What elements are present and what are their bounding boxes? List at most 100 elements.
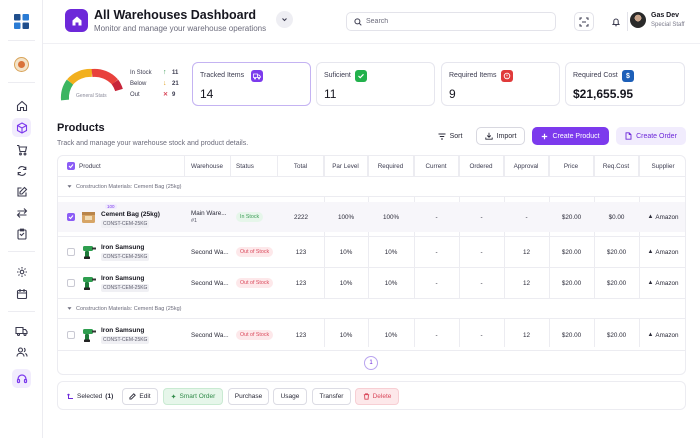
products-subtitle: Track and manage your warehouse stock an… <box>57 140 249 147</box>
truck-icon <box>15 325 28 337</box>
sidebar <box>0 0 43 438</box>
status-badge: Out of Stock <box>236 278 274 288</box>
stat-card-sufficient[interactable]: Suficient 11 <box>316 62 435 106</box>
column-divider <box>324 156 325 347</box>
sidebar-item-support[interactable] <box>12 369 31 388</box>
delete-button[interactable]: Delete <box>355 388 399 405</box>
warehouse-name: Second Wa... <box>191 248 229 256</box>
column-divider <box>504 156 505 347</box>
column-header-required[interactable]: Required <box>368 156 414 176</box>
row-divider <box>58 350 685 351</box>
par-level-cell: 100% <box>337 213 355 221</box>
table-row[interactable]: 100 Cement Bag (25kg) CONST-CEM-25KG Mai… <box>58 202 685 232</box>
search-input[interactable] <box>366 18 546 25</box>
smart-order-button[interactable]: ✦ Smart Order <box>163 388 223 405</box>
column-header-approval[interactable]: Approval <box>504 156 549 176</box>
edit-label: Edit <box>139 393 151 400</box>
stat-card-required-cost[interactable]: Required Cost $ $21,655.95 <box>565 62 685 106</box>
scan-button[interactable] <box>574 12 594 31</box>
table-row[interactable]: Iron Samsung CONST-CEM-25KG Second Wa...… <box>58 268 685 298</box>
row-divider <box>58 298 685 299</box>
row-checkbox[interactable] <box>67 331 75 339</box>
home-icon <box>16 100 28 112</box>
sidebar-item-products[interactable] <box>12 118 31 137</box>
user-avatar[interactable] <box>630 12 646 28</box>
column-header-status[interactable]: Status <box>231 156 278 176</box>
row-checkbox[interactable] <box>67 248 75 256</box>
gauge-row-label: Below <box>130 81 147 87</box>
create-product-button[interactable]: Create Product <box>532 127 609 145</box>
stock-gauge-chart <box>60 68 123 101</box>
search-box[interactable] <box>346 12 556 31</box>
group-label: Construction Materials: Cement Bag (25kg… <box>76 183 182 190</box>
par-level-cell: 10% <box>339 331 353 339</box>
supplier-name: Amazon <box>655 331 679 339</box>
headset-icon <box>16 373 28 385</box>
row-checkbox[interactable] <box>67 213 75 221</box>
import-button[interactable]: Import <box>476 127 525 145</box>
group-header[interactable]: Construction Materials: Cement Bag (25kg… <box>58 177 685 196</box>
usage-button[interactable]: Usage <box>273 388 307 405</box>
chevron-down-icon <box>281 16 288 23</box>
row-checkbox[interactable] <box>67 279 75 287</box>
selected-indicator[interactable]: Selected (1) <box>67 388 113 405</box>
create-order-button[interactable]: Create Order <box>616 127 686 145</box>
sidebar-item-calendar[interactable] <box>12 284 31 303</box>
sidebar-item-edit[interactable] <box>12 182 31 201</box>
supplier-name: Amazon <box>655 279 679 287</box>
current-cell: - <box>435 331 438 339</box>
ordered-cell: - <box>480 279 483 287</box>
sidebar-item-cart[interactable] <box>12 140 31 159</box>
arrow-down-icon: ↓ <box>163 80 167 87</box>
sidebar-item-clipboard[interactable] <box>12 224 31 243</box>
dashboard-home-button[interactable] <box>65 9 88 32</box>
column-header-par-level[interactable]: Par Level <box>324 156 368 176</box>
req-cost-cell: $20.00 <box>606 248 627 256</box>
stat-card-tracked-items[interactable]: Tracked Items 14 <box>192 62 311 106</box>
table-row[interactable]: Iron Samsung CONST-CEM-25KG Second Wa...… <box>58 320 685 350</box>
notifications-button[interactable] <box>608 12 623 31</box>
column-header-ordered[interactable]: Ordered <box>459 156 504 176</box>
warehouse-dropdown-button[interactable] <box>276 11 293 28</box>
current-cell: - <box>435 248 438 256</box>
column-header-req-cost[interactable]: Req.Cost <box>594 156 639 176</box>
column-header-supplier[interactable]: Supplier <box>651 162 675 170</box>
edit-button[interactable]: Edit <box>122 388 158 405</box>
selected-label: Selected <box>77 393 103 400</box>
group-header[interactable]: Construction Materials: Cement Bag (25kg… <box>58 299 685 318</box>
app-logo-icon[interactable] <box>12 12 31 31</box>
sidebar-item-users[interactable] <box>12 342 31 361</box>
required-cell: 10% <box>384 248 398 256</box>
sort-button[interactable]: Sort <box>432 127 468 145</box>
sidebar-item-sync[interactable] <box>12 161 31 180</box>
select-all-checkbox[interactable] <box>67 162 75 170</box>
sidebar-item-delivery[interactable] <box>12 321 31 340</box>
stat-card-required-items[interactable]: Required Items 9 <box>441 62 560 106</box>
column-header-total[interactable]: Total <box>278 156 324 176</box>
sidebar-item-home[interactable] <box>12 96 31 115</box>
transfer-button[interactable]: Transfer <box>312 388 351 405</box>
column-header-warehouse[interactable]: Warehouse <box>185 156 231 176</box>
req-cost-cell: $0.00 <box>608 213 625 221</box>
status-badge: Out of Stock <box>236 330 274 340</box>
column-header-price[interactable]: Price <box>549 156 594 176</box>
gauge-row-label: Out <box>130 92 140 98</box>
sidebar-item-transfer[interactable] <box>12 203 31 222</box>
smart-order-label: Smart Order <box>179 393 216 400</box>
page-1-button[interactable]: 1 <box>364 356 378 370</box>
warehouse-name: Main Ware... <box>191 210 227 217</box>
cement-bag-image <box>82 212 95 223</box>
corner-arrow-icon <box>67 393 74 400</box>
column-header-current[interactable]: Current <box>414 156 459 176</box>
purchase-button[interactable]: Purchase <box>228 388 269 405</box>
org-avatar[interactable] <box>12 55 31 74</box>
sidebar-item-settings[interactable] <box>12 262 31 281</box>
total-cell: 2222 <box>293 213 308 221</box>
req-cost-cell: $20.00 <box>606 279 627 287</box>
import-label: Import <box>496 132 517 140</box>
calendar-icon <box>16 288 28 300</box>
sidebar-divider <box>8 311 35 312</box>
user-role: Special Staff <box>651 22 685 28</box>
table-row[interactable]: Iron Samsung CONST-CEM-25KG Second Wa...… <box>58 237 685 267</box>
column-header-product[interactable]: Product <box>79 156 185 176</box>
